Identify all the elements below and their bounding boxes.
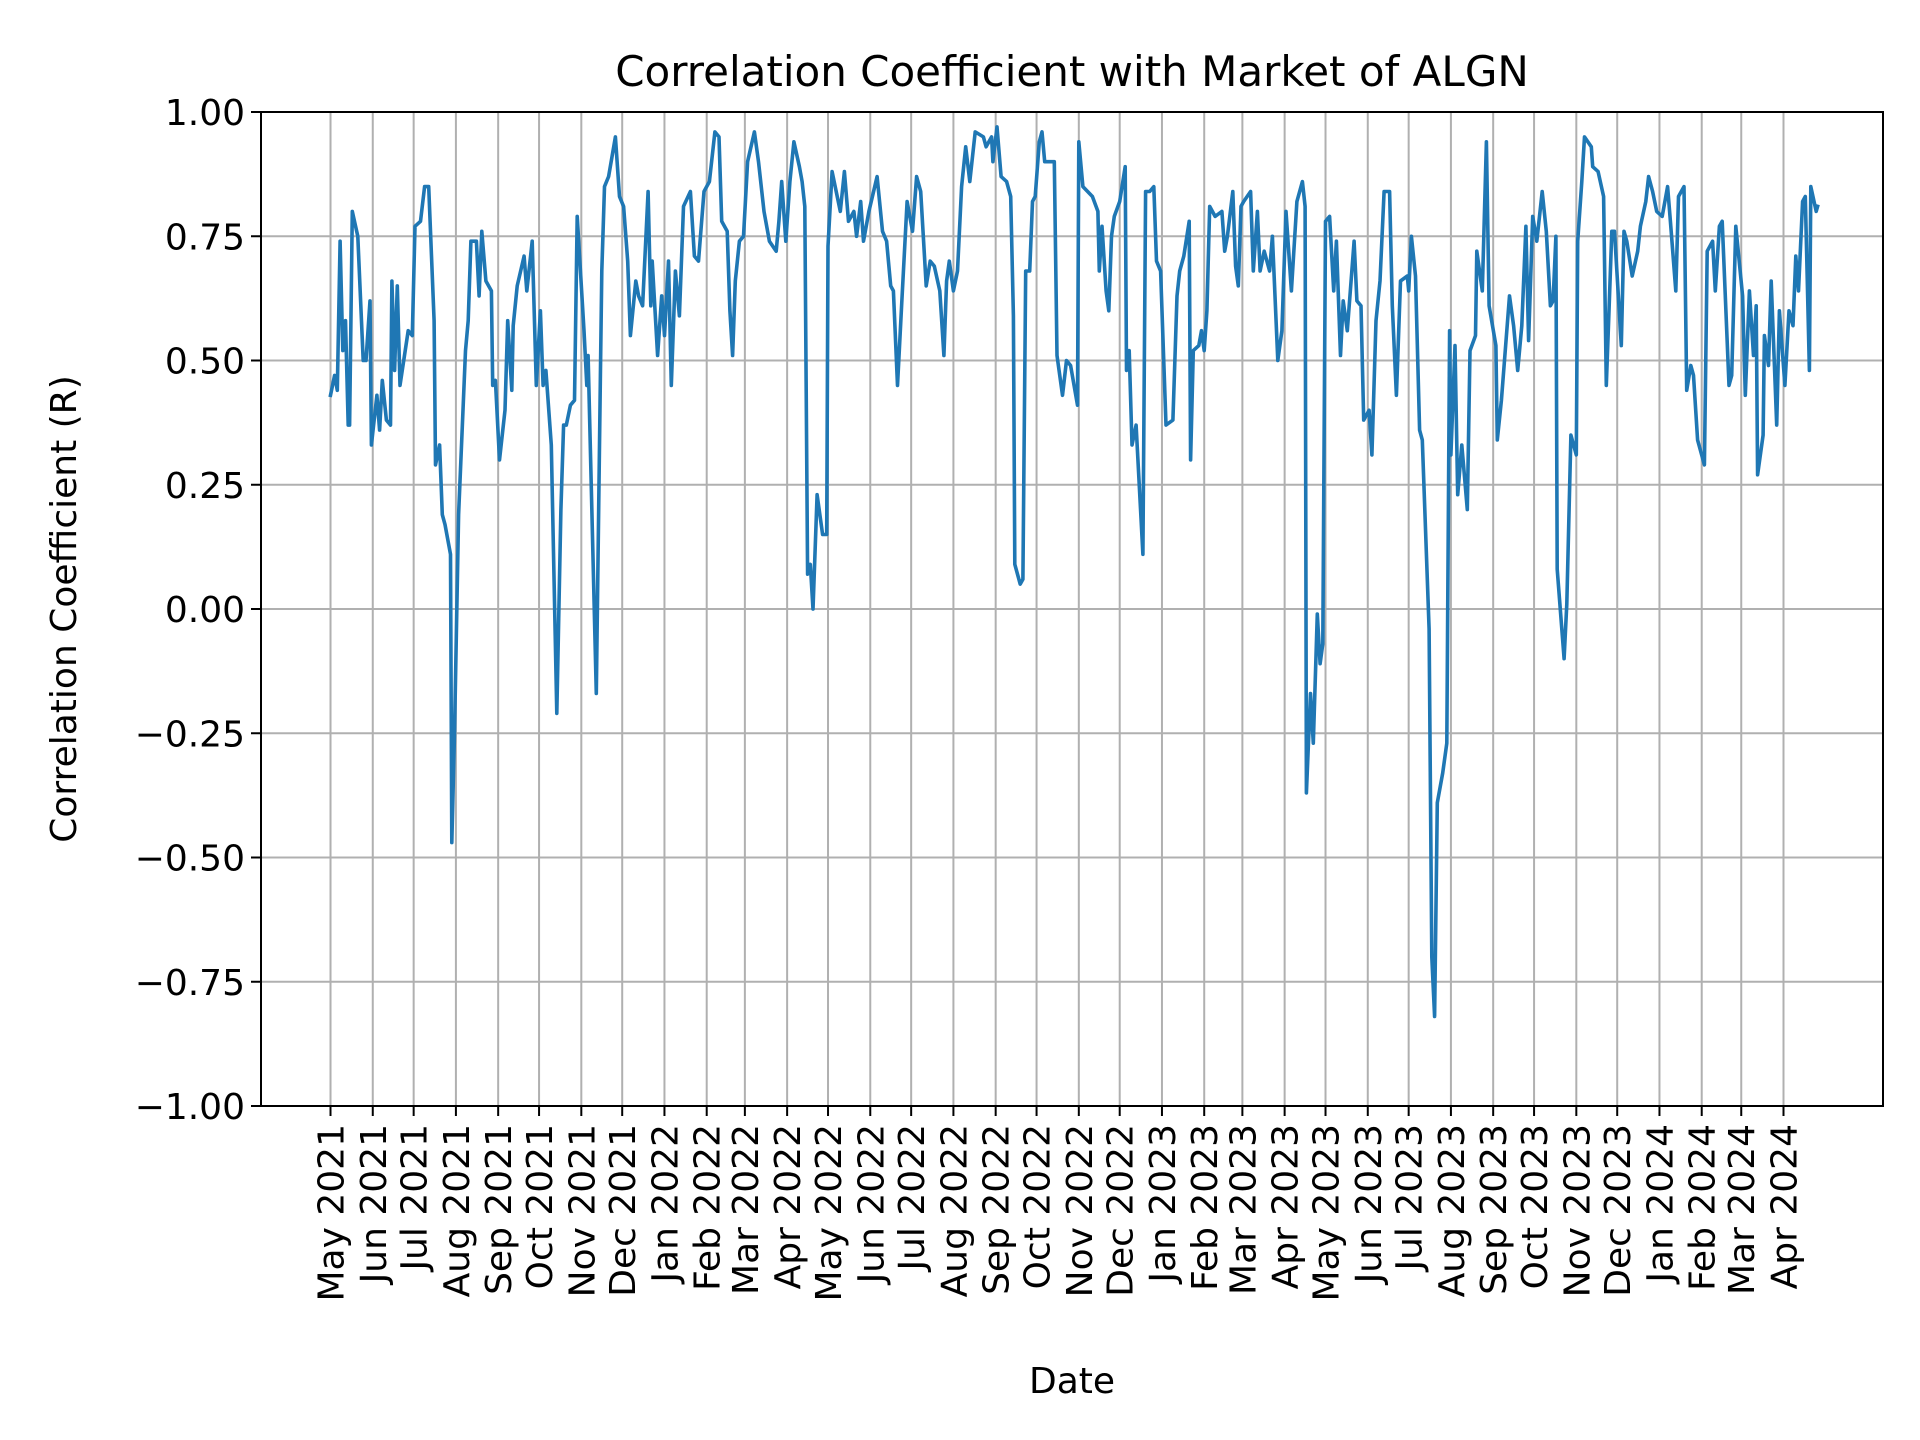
y-tick-label: 0.25 [165,466,245,507]
x-tick-label: Apr 2023 [1266,1124,1307,1289]
x-tick-label: Sep 2023 [1474,1124,1515,1295]
x-tick-label: Jun 2023 [1349,1124,1390,1285]
x-tick-label: May 2023 [1307,1124,1348,1302]
x-tick-label: Oct 2023 [1515,1124,1556,1289]
x-tick-label: Dec 2023 [1598,1124,1639,1297]
x-tick-label: Oct 2022 [1018,1124,1059,1289]
y-tick-label: 0.00 [165,590,245,631]
y-tick-label: −1.00 [135,1087,245,1128]
x-tick-label: May 2021 [312,1124,353,1302]
x-tick-label: Jan 2024 [1640,1124,1681,1285]
y-tick-label: −0.75 [135,963,245,1004]
y-tick-label: 0.75 [165,217,245,258]
series-line [328,125,1820,1019]
y-tick-label: 0.50 [165,342,245,383]
x-tick-label: Feb 2023 [1185,1124,1226,1291]
x-tick-label: Sep 2021 [479,1124,520,1295]
x-tick-label: Apr 2022 [768,1124,809,1289]
y-tick-label: −0.50 [135,839,245,880]
x-tick-label: Jul 2021 [395,1124,436,1273]
x-tick-label: Oct 2021 [520,1124,561,1289]
x-tick-label: Nov 2022 [1060,1124,1101,1297]
y-axis: 1.00 0.75 0.50 0.25 0.00 −0.25 −0.50 −0.75 −1.00 [135,93,261,1128]
x-tick-label: Jul 2022 [892,1124,933,1273]
x-tick-label: Mar 2022 [726,1124,767,1295]
x-tick-label: Mar 2024 [1722,1124,1763,1295]
x-tick-label: Mar 2023 [1223,1124,1264,1295]
x-axis: May 2021 Jun 2021 Jul 2021 Aug 2021 Sep 2021… [312,1106,1805,1302]
x-tick-label: Sep 2022 [977,1124,1018,1295]
x-tick-label: Aug 2023 [1432,1124,1473,1297]
x-tick-label: Dec 2021 [603,1124,644,1297]
gridlines [261,111,1883,1107]
y-axis-label: Correlation Coefficient (R) [44,375,85,843]
y-tick-label: −0.25 [135,714,245,755]
y-tick-label: 1.00 [165,93,245,134]
x-tick-label: Nov 2021 [562,1124,603,1297]
x-tick-label: Apr 2024 [1764,1124,1805,1289]
x-tick-label: Jul 2023 [1390,1124,1431,1273]
chart-title: Correlation Coefficient with Market of A… [615,47,1529,96]
x-tick-label: Aug 2021 [437,1124,478,1297]
x-tick-label: Nov 2023 [1557,1124,1598,1297]
x-tick-label: Dec 2022 [1101,1124,1142,1297]
x-axis-label: Date [1029,1361,1115,1402]
x-tick-label: Jan 2023 [1143,1124,1184,1285]
x-tick-label: Jun 2021 [354,1124,395,1285]
x-tick-label: Aug 2022 [934,1124,975,1297]
x-tick-label: Feb 2022 [688,1124,729,1291]
x-tick-label: Feb 2024 [1683,1124,1724,1291]
x-tick-label: Jun 2022 [851,1124,892,1285]
x-tick-label: May 2022 [809,1124,850,1302]
x-tick-label: Jan 2022 [645,1124,686,1285]
